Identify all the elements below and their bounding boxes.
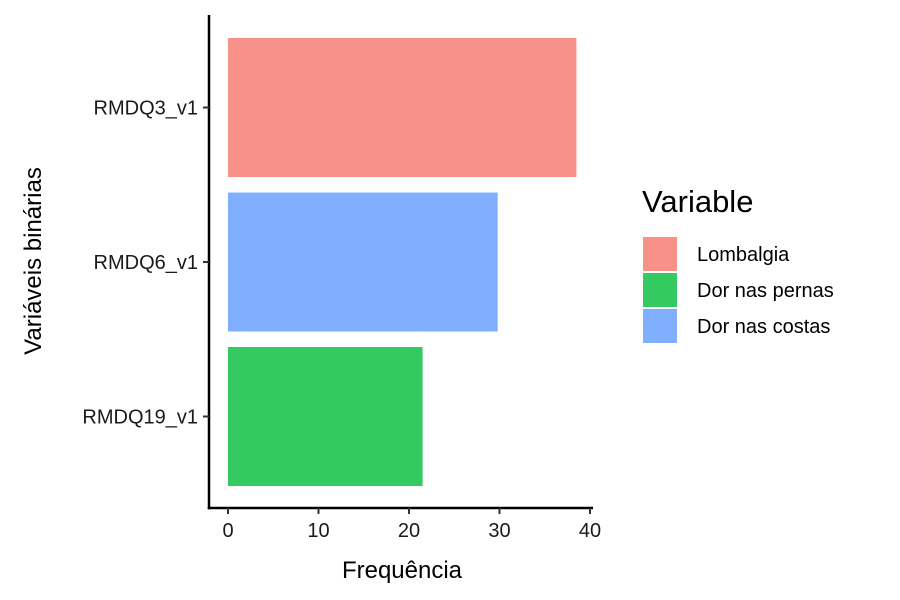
legend-key [643, 273, 677, 307]
y-axis-title: Variáveis binárias [20, 167, 47, 355]
legend-title: Variable [642, 184, 753, 219]
x-tick-label: 0 [222, 520, 233, 542]
bar-RMDQ19_v1 [228, 347, 423, 486]
legend-label: Lombalgia [697, 244, 790, 266]
bar-RMDQ3_v1 [228, 38, 577, 177]
x-tick-label: 40 [579, 520, 601, 542]
x-tick-label: 30 [488, 520, 510, 542]
y-tick-label: RMDQ3_v1 [94, 98, 198, 120]
legend-key [643, 309, 677, 343]
x-axis-title: Frequência [342, 557, 463, 584]
legend-label: Dor nas pernas [697, 280, 834, 302]
legend-key [643, 237, 677, 271]
y-ticks-layer: RMDQ3_v1 RMDQ6_v1 RMDQ19_v1 [82, 98, 209, 429]
x-tick-label: 20 [398, 520, 420, 542]
x-ticks-layer: 0 10 20 30 40 [222, 508, 601, 542]
legend: Lombalgia Dor nas pernas Dor nas costas [643, 237, 834, 343]
y-tick-label: RMDQ6_v1 [94, 252, 198, 274]
legend-label: Dor nas costas [697, 316, 830, 338]
bars-layer [228, 38, 577, 486]
bar-RMDQ6_v1 [228, 192, 498, 332]
y-tick-label: RMDQ19_v1 [82, 407, 198, 429]
x-tick-label: 10 [307, 520, 329, 542]
